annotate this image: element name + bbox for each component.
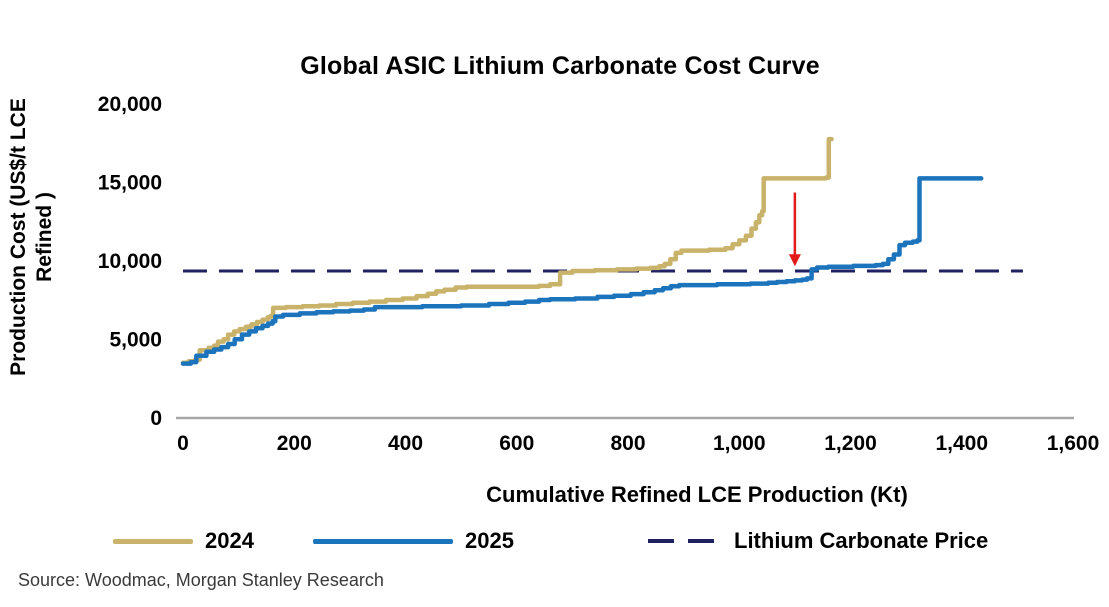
y-tick-label: 20,000: [98, 93, 162, 116]
price-gap-arrow-head: [788, 254, 801, 267]
x-tick-label: 800: [610, 432, 645, 455]
x-tick-label: 400: [388, 432, 423, 455]
x-tick-label: 600: [499, 432, 534, 455]
legend-line-2024: [113, 538, 193, 544]
x-tick-label: 200: [277, 432, 312, 455]
series-2024-line: [180, 136, 834, 366]
y-tick-label: 10,000: [98, 250, 162, 273]
series-2025-line: [180, 176, 984, 366]
y-tick-label: 5,000: [109, 329, 162, 352]
legend-label-2024: 2024: [205, 528, 254, 553]
x-tick-label: 0: [177, 432, 189, 455]
y-tick-label: 15,000: [98, 172, 162, 195]
x-axis-title: Cumulative Refined LCE Production (Kt): [486, 482, 908, 507]
chart-legend: 2024 2025 Lithium Carbonate Price: [0, 526, 1109, 556]
legend-item-2025: 2025: [313, 526, 514, 556]
legend-item-price: Lithium Carbonate Price: [648, 526, 988, 556]
y-tick-label: 0: [150, 407, 162, 430]
chart-title: Global ASIC Lithium Carbonate Cost Curve: [300, 52, 820, 80]
source-note: Source: Woodmac, Morgan Stanley Research: [18, 570, 384, 590]
legend-dashed-line-price: [648, 539, 722, 543]
x-tick-label: 1,400: [935, 432, 988, 455]
legend-line-2025: [313, 538, 453, 544]
x-tick-label: 1,000: [713, 432, 766, 455]
legend-label-price: Lithium Carbonate Price: [734, 528, 989, 553]
x-tick-label: 1,600: [1047, 432, 1100, 455]
x-tick-label: 1,200: [824, 432, 877, 455]
legend-label-2025: 2025: [465, 528, 514, 553]
legend-item-2024: 2024: [113, 526, 254, 556]
